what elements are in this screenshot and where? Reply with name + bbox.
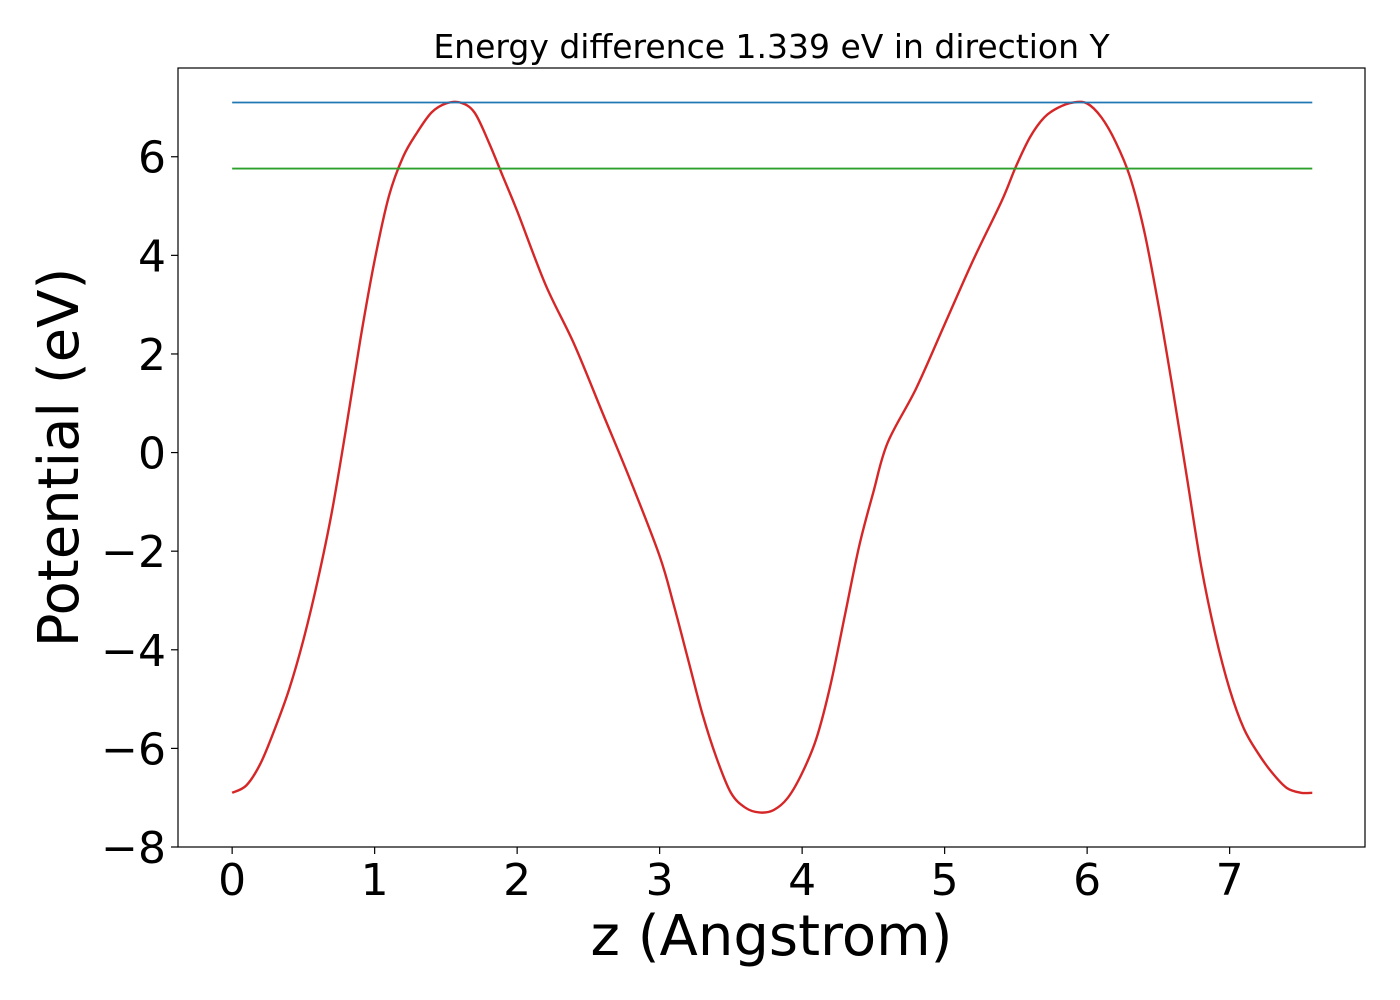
x-tick-label: 6 (1073, 855, 1101, 906)
y-tick-label: −2 (101, 527, 166, 578)
chart-title: Energy difference 1.339 eV in direction … (433, 27, 1110, 66)
x-tick-label: 7 (1216, 855, 1244, 906)
y-tick-label: 2 (138, 330, 166, 381)
x-tick-label: 0 (218, 855, 246, 906)
x-tick-label: 1 (361, 855, 389, 906)
potential-curve (231, 100, 1313, 814)
x-tick-label: 4 (788, 855, 816, 906)
y-axis: −8 −6 −4 −2 0 2 4 6 (101, 133, 178, 874)
y-tick-label: −4 (101, 626, 166, 677)
x-tick-label: 2 (503, 855, 531, 906)
y-tick-label: −8 (101, 823, 166, 874)
x-tick-label: 5 (931, 855, 959, 906)
x-axis-label: z (Angstrom) (591, 904, 953, 969)
y-tick-label: −6 (101, 724, 166, 775)
plot-frame (177, 67, 1366, 848)
y-axis-label: Potential (eV) (27, 268, 92, 648)
y-tick-label: 4 (138, 231, 166, 282)
x-tick-label: 3 (646, 855, 674, 906)
y-tick-label: 6 (138, 133, 166, 184)
x-axis: 0 1 2 3 4 5 6 7 (218, 847, 1244, 906)
y-tick-label: 0 (138, 429, 166, 480)
